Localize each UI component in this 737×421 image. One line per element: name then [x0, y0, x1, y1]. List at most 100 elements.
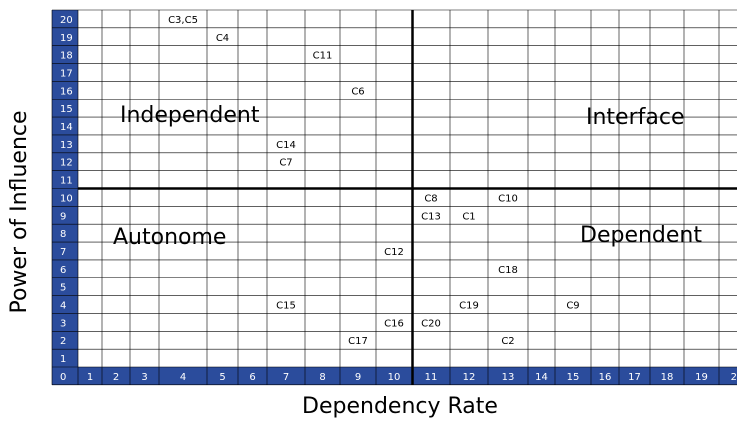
- y-tick-label: 11: [60, 176, 73, 187]
- quadrant-label: Interface: [586, 105, 685, 130]
- row-header: [52, 10, 78, 28]
- column-header: [305, 367, 340, 385]
- point-label: C9: [566, 301, 579, 312]
- quadrant-label: Dependent: [580, 223, 702, 248]
- row-header: [52, 224, 78, 243]
- y-tick-label: 2: [60, 336, 66, 347]
- point-label: C18: [498, 265, 518, 276]
- x-tick-label: 1: [87, 372, 93, 383]
- y-tick-label: 5: [60, 283, 66, 294]
- row-header: [52, 27, 78, 46]
- x-tick-label: 13: [502, 372, 515, 383]
- y-tick-label: 8: [60, 229, 66, 240]
- column-header: [102, 367, 130, 385]
- point-label: C3,C5: [168, 15, 198, 26]
- x-tick-label: 18: [661, 372, 674, 383]
- column-header: [412, 367, 450, 385]
- y-tick-label: 15: [60, 104, 73, 115]
- point-label: C17: [348, 336, 368, 347]
- x-tick-label: 10: [388, 372, 401, 383]
- x-tick-label: 17: [628, 372, 641, 383]
- column-header: [159, 367, 207, 385]
- quadrant-label: Autonome: [113, 225, 226, 250]
- y-tick-label: 13: [60, 140, 73, 151]
- y-tick-label: 16: [60, 86, 73, 97]
- column-header: [650, 367, 684, 385]
- point-label: C15: [276, 301, 296, 312]
- y-tick-label: 6: [60, 265, 66, 276]
- point-label: C13: [421, 211, 441, 222]
- point-label: C14: [276, 140, 296, 151]
- row-header: [52, 349, 78, 367]
- column-header: [340, 367, 376, 385]
- y-tick-label: 12: [60, 158, 73, 169]
- row-header: [52, 117, 78, 135]
- x-tick-label: 9: [355, 372, 361, 383]
- row-header: [52, 206, 78, 225]
- column-header: [684, 367, 719, 385]
- x-tick-label: 8: [319, 372, 325, 383]
- column-header: [238, 367, 267, 385]
- quadrant-label: Independent: [120, 103, 260, 128]
- y-tick-label: 7: [60, 247, 66, 258]
- row-header: [52, 63, 78, 82]
- y-tick-label: 20: [60, 15, 73, 26]
- column-header: [376, 367, 412, 385]
- point-label: C10: [498, 193, 518, 204]
- y-tick-label: 18: [60, 51, 73, 62]
- x-tick-label: 5: [219, 372, 225, 383]
- x-tick-label: 15: [567, 372, 580, 383]
- point-label: C2: [501, 336, 514, 347]
- x-tick-label: 7: [283, 372, 289, 383]
- row-header: [52, 313, 78, 332]
- point-label: C6: [351, 86, 364, 97]
- point-label: C16: [384, 318, 404, 329]
- column-header: [207, 367, 238, 385]
- y-tick-label: 3: [60, 318, 66, 329]
- point-label: C19: [459, 301, 479, 312]
- row-header: [52, 170, 78, 189]
- row-header: [52, 45, 78, 64]
- x-tick-label: 19: [695, 372, 708, 383]
- point-label: C4: [216, 33, 229, 44]
- x-tick-label: 14: [535, 372, 548, 383]
- row-header: [52, 242, 78, 260]
- y-tick-label: 9: [60, 211, 66, 222]
- column-header: [450, 367, 488, 385]
- x-tick-label: 3: [141, 372, 147, 383]
- x-tick-label: 6: [249, 372, 255, 383]
- row-header: [52, 277, 78, 296]
- row-header: [52, 259, 78, 278]
- column-header: [267, 367, 305, 385]
- point-label: C11: [313, 51, 333, 62]
- row-header: [52, 152, 78, 171]
- column-header: [130, 367, 159, 385]
- row-header: [52, 81, 78, 100]
- row-header: [52, 134, 78, 153]
- x-tick-label: 12: [463, 372, 476, 383]
- row-header: [52, 367, 78, 385]
- point-label: C1: [462, 211, 475, 222]
- y-tick-label: 10: [60, 193, 73, 204]
- y-tick-label: 17: [60, 68, 73, 79]
- point-label: C7: [279, 158, 292, 169]
- x-tick-label: 11: [425, 372, 438, 383]
- y-axis-label: Power of Influence: [7, 110, 32, 313]
- row-header: [52, 331, 78, 350]
- column-header: [78, 367, 102, 385]
- row-header: [52, 188, 78, 207]
- x-axis-label: Dependency Rate: [302, 394, 498, 419]
- row-header: [52, 99, 78, 118]
- x-tick-label: 20: [731, 372, 737, 383]
- x-tick-label: 2: [113, 372, 119, 383]
- column-header: [488, 367, 528, 385]
- column-header: [719, 367, 737, 385]
- point-label: C20: [421, 318, 441, 329]
- x-tick-label: 4: [180, 372, 186, 383]
- column-header: [591, 367, 619, 385]
- point-label: C8: [424, 193, 437, 204]
- y-tick-label: 1: [60, 354, 66, 365]
- point-label: C12: [384, 247, 404, 258]
- y-tick-label: 4: [60, 301, 66, 312]
